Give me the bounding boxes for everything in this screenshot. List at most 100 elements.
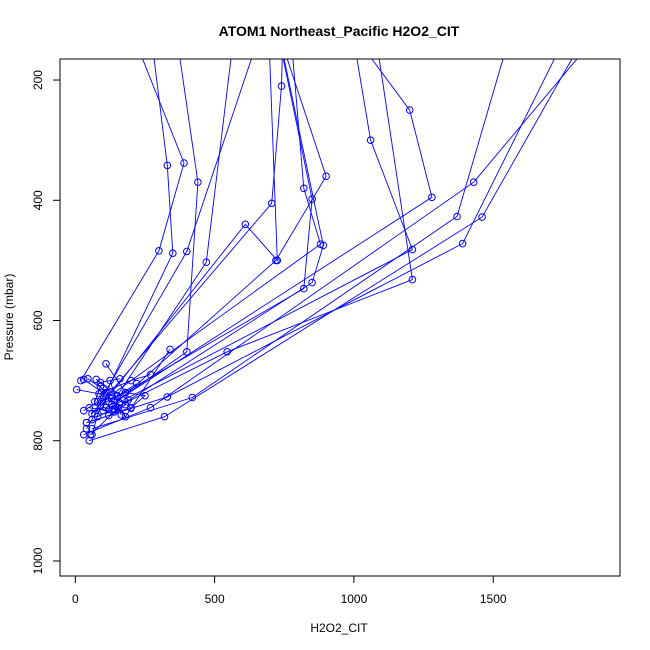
plot-frame (59, 58, 621, 577)
series-layer (72, 59, 578, 445)
y-tick-label: 800 (31, 430, 45, 450)
series-18-line (80, 59, 185, 381)
data-point (92, 375, 100, 384)
series-9-line (108, 59, 313, 403)
x-tick-label: 500 (205, 592, 225, 606)
data-point (272, 256, 280, 265)
data-point (223, 348, 231, 356)
series-23-line (89, 379, 132, 413)
series-14-line (111, 59, 199, 406)
x-axis-label: H2O2_CIT (310, 621, 368, 635)
data-point (82, 424, 91, 433)
x-tick-label: 1000 (341, 592, 368, 606)
data-point (88, 415, 96, 424)
series-5-line (97, 59, 413, 418)
data-point (308, 195, 316, 203)
data-point (308, 278, 316, 287)
series-12-line (94, 59, 278, 414)
data-point (202, 258, 211, 267)
data-point (458, 239, 467, 248)
series-7-line (105, 59, 433, 409)
data-point (79, 375, 88, 384)
series-8-line (101, 59, 322, 403)
data-point (183, 348, 191, 356)
y-tick-label: 600 (31, 310, 45, 330)
x-axis: 0 500 1000 1500 (72, 575, 507, 606)
data-point (86, 430, 95, 439)
data-point (478, 213, 486, 221)
data-point (155, 247, 163, 255)
data-point (408, 245, 417, 254)
data-point (469, 178, 478, 186)
data-point (95, 390, 103, 398)
data-point (322, 172, 330, 180)
series-4-line (86, 59, 555, 424)
data-point (163, 161, 172, 170)
data-point (85, 403, 94, 412)
data-point (188, 393, 197, 402)
data-point (127, 376, 135, 385)
data-point (408, 275, 417, 284)
series-24-line (86, 378, 127, 424)
data-point (194, 178, 202, 186)
data-point (117, 411, 126, 419)
y-axis: 200 400 600 800 1000 (31, 70, 61, 574)
data-point (127, 404, 135, 413)
series-16-line (102, 59, 252, 396)
data-point (163, 393, 172, 401)
data-point (319, 241, 328, 250)
data-point (121, 412, 130, 421)
series-27-line (76, 374, 151, 395)
y-tick-label: 400 (31, 190, 45, 210)
series-25-line (83, 379, 106, 429)
data-point (300, 284, 308, 293)
series-28-line (90, 380, 122, 436)
data-point (107, 394, 116, 403)
series-17-line (105, 59, 174, 393)
data-point (72, 385, 81, 394)
chart-title: ATOM1 Northeast_Pacific H2O2_CIT (219, 23, 460, 39)
data-point (105, 411, 113, 420)
data-point (180, 159, 188, 167)
series-15-line (116, 59, 232, 396)
data-point (428, 193, 436, 202)
data-point (121, 400, 130, 409)
series-10-line (114, 59, 324, 410)
data-point (116, 375, 124, 383)
series-26-line (91, 392, 126, 435)
series-13-line (108, 59, 327, 410)
data-point (146, 370, 155, 379)
plot-area (59, 58, 621, 577)
data-point (102, 360, 110, 368)
data-point (110, 408, 119, 416)
data-point (166, 345, 174, 354)
data-point (277, 82, 286, 90)
data-point (300, 184, 308, 193)
series-20-line (105, 363, 147, 409)
data-point (366, 136, 375, 144)
data-point (169, 249, 177, 257)
data-point (146, 403, 155, 412)
y-axis-label: Pressure (mbar) (2, 274, 16, 361)
data-point (100, 390, 109, 398)
series-2-line (89, 59, 573, 442)
series-6-line (102, 59, 413, 412)
series-3-line (91, 59, 504, 430)
x-tick-label: 1500 (480, 592, 507, 606)
data-point (121, 388, 130, 397)
data-point (114, 403, 123, 412)
data-point (160, 412, 169, 421)
y-tick-label: 200 (31, 70, 45, 90)
data-point (453, 212, 461, 221)
data-point (106, 376, 114, 385)
data-point (241, 220, 250, 229)
x-tick-label: 0 (72, 592, 79, 606)
data-point (141, 391, 149, 400)
data-point (183, 247, 191, 256)
y-tick-label: 1000 (31, 547, 45, 574)
data-point (405, 106, 414, 114)
series-11-line (91, 59, 283, 414)
series-1-line (83, 59, 578, 436)
data-point (96, 402, 105, 410)
